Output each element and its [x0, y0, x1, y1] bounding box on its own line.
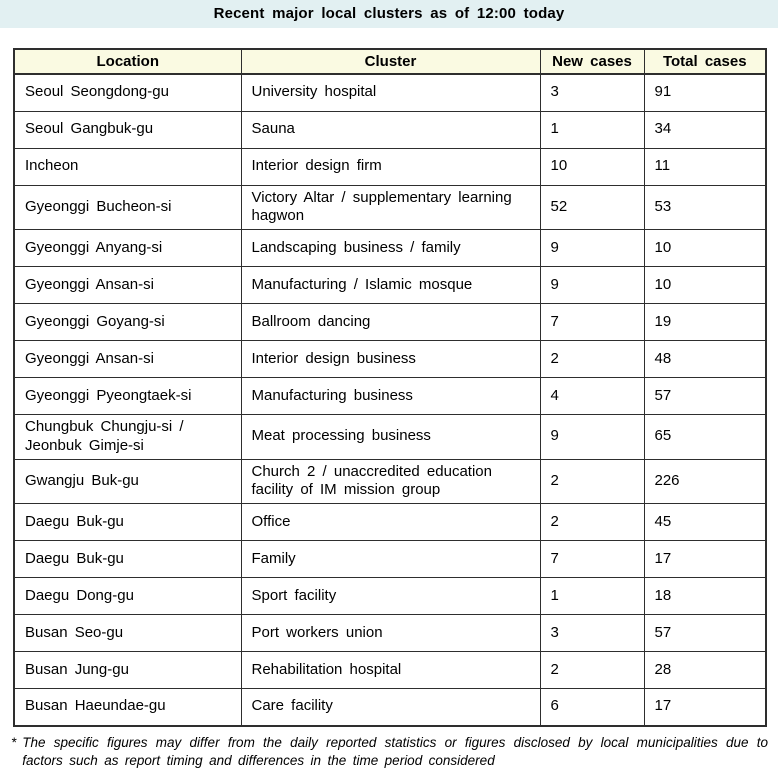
cluster-cell: Landscaping business / family: [240, 229, 541, 267]
table-row: Gyeonggi Ansan-si Interior design busines…: [13, 340, 767, 378]
cluster-cell: Meat processing business: [240, 414, 541, 460]
new-cases-cell: 9: [539, 229, 645, 267]
total-cases-cell: 19: [643, 303, 767, 341]
total-cases-cell: 48: [643, 340, 767, 378]
table-row: Busan Haeundae-gu Care facility 6 17: [13, 688, 767, 726]
table-row: Gyeonggi Goyang-si Ballroom dancing 7 19: [13, 303, 767, 341]
location-cell: Gyeonggi Ansan-si: [13, 340, 242, 378]
total-cases-cell: 17: [643, 540, 767, 578]
table-row: Chungbuk Chungju-si / Jeonbuk Gimje-si Me…: [13, 414, 767, 460]
new-cases-cell: 7: [539, 303, 645, 341]
total-cases-cell: 17: [643, 688, 767, 726]
footnote-text: The specific figures may differ from the…: [22, 734, 768, 769]
column-header: New cases: [539, 48, 645, 75]
new-cases-cell: 6: [539, 688, 645, 726]
total-cases-cell: 65: [643, 414, 767, 460]
cluster-cell: Port workers union: [240, 614, 541, 652]
total-cases-cell: 91: [643, 73, 767, 112]
new-cases-cell: 2: [539, 458, 645, 504]
new-cases-cell: 2: [539, 340, 645, 378]
total-cases-cell: 45: [643, 503, 767, 541]
cluster-cell: Family: [240, 540, 541, 578]
header-row: Location Cluster New cases Total cases: [13, 48, 767, 75]
total-cases-cell: 28: [643, 651, 767, 689]
new-cases-cell: 3: [539, 614, 645, 652]
location-cell: Busan Jung-gu: [13, 651, 242, 689]
footnote-asterisk: *: [11, 734, 17, 750]
total-cases-cell: 57: [643, 614, 767, 652]
cluster-cell: Office: [240, 503, 541, 541]
cluster-cell: Church 2 / unaccredited education facili…: [240, 458, 541, 504]
location-cell: Incheon: [13, 147, 242, 186]
table-row: Busan Jung-gu Rehabilitation hospital 2 28: [13, 651, 767, 689]
cluster-cell: Rehabilitation hospital: [240, 651, 541, 689]
table-row: Busan Seo-gu Port workers union 3 57: [13, 614, 767, 652]
table-row: Incheon Interior design firm 10 11: [13, 147, 767, 186]
cluster-cell: Sauna: [240, 110, 541, 149]
location-cell: Seoul Gangbuk-gu: [13, 110, 242, 149]
table-row: Gyeonggi Pyeongtaek-si Manufacturing busi…: [13, 377, 767, 415]
new-cases-cell: 7: [539, 540, 645, 578]
new-cases-cell: 2: [539, 503, 645, 541]
total-cases-cell: 18: [643, 577, 767, 615]
location-cell: Busan Seo-gu: [13, 614, 242, 652]
location-cell: Seoul Seongdong-gu: [13, 73, 242, 112]
cluster-cell: Interior design firm: [240, 147, 541, 186]
location-cell: Busan Haeundae-gu: [13, 688, 242, 726]
table-header: Location Cluster New cases Total cases: [13, 48, 767, 75]
location-cell: Gyeonggi Pyeongtaek-si: [13, 377, 242, 415]
table-row: Seoul Gangbuk-gu Sauna 1 34: [13, 110, 767, 149]
new-cases-cell: 9: [539, 414, 645, 460]
location-cell: Gyeonggi Goyang-si: [13, 303, 242, 341]
total-cases-cell: 11: [643, 147, 767, 186]
new-cases-cell: 4: [539, 377, 645, 415]
column-header: Location: [13, 48, 242, 75]
location-cell: Gyeonggi Bucheon-si: [13, 184, 242, 230]
location-cell: Daegu Buk-gu: [13, 503, 242, 541]
location-cell: Gyeonggi Ansan-si: [13, 266, 242, 304]
page-title: Recent major local clusters as of 12:00 …: [0, 0, 778, 28]
footnote: * The specific figures may differ from t…: [11, 734, 768, 772]
table-row: Daegu Buk-gu Family 7 17: [13, 540, 767, 578]
cluster-cell: University hospital: [240, 73, 541, 112]
total-cases-cell: 10: [643, 229, 767, 267]
new-cases-cell: 2: [539, 651, 645, 689]
total-cases-cell: 34: [643, 110, 767, 149]
total-cases-cell: 10: [643, 266, 767, 304]
table-row: Gwangju Buk-gu Church 2 / unaccredited ed…: [13, 458, 767, 504]
cluster-cell: Interior design business: [240, 340, 541, 378]
new-cases-cell: 10: [539, 147, 645, 186]
total-cases-cell: 57: [643, 377, 767, 415]
new-cases-cell: 52: [539, 184, 645, 230]
cluster-cell: Manufacturing business: [240, 377, 541, 415]
clusters-table: Location Cluster New cases Total cases Seou…: [13, 48, 767, 727]
cluster-cell: Care facility: [240, 688, 541, 726]
table-row: Daegu Buk-gu Office 2 45: [13, 503, 767, 541]
new-cases-cell: 3: [539, 73, 645, 112]
table-row: Seoul Seongdong-gu University hospital 3 91: [13, 73, 767, 112]
table-row: Gyeonggi Bucheon-si Victory Altar / suppl…: [13, 184, 767, 230]
cluster-cell: Manufacturing / Islamic mosque: [240, 266, 541, 304]
column-header: Cluster: [240, 48, 541, 75]
new-cases-cell: 1: [539, 577, 645, 615]
location-cell: Chungbuk Chungju-si / Jeonbuk Gimje-si: [13, 414, 242, 460]
table-row: Daegu Dong-gu Sport facility 1 18: [13, 577, 767, 615]
cluster-cell: Victory Altar / supplementary learning h…: [240, 184, 541, 230]
total-cases-cell: 226: [643, 458, 767, 504]
column-header: Total cases: [643, 48, 767, 75]
new-cases-cell: 9: [539, 266, 645, 304]
table-body: Seoul Seongdong-gu University hospital 3 91…: [13, 73, 767, 726]
new-cases-cell: 1: [539, 110, 645, 149]
cluster-cell: Ballroom dancing: [240, 303, 541, 341]
location-cell: Gwangju Buk-gu: [13, 458, 242, 504]
location-cell: Gyeonggi Anyang-si: [13, 229, 242, 267]
total-cases-cell: 53: [643, 184, 767, 230]
table-row: Gyeonggi Anyang-si Landscaping business /…: [13, 229, 767, 267]
cluster-cell: Sport facility: [240, 577, 541, 615]
location-cell: Daegu Dong-gu: [13, 577, 242, 615]
location-cell: Daegu Buk-gu: [13, 540, 242, 578]
table-row: Gyeonggi Ansan-si Manufacturing / Islamic…: [13, 266, 767, 304]
